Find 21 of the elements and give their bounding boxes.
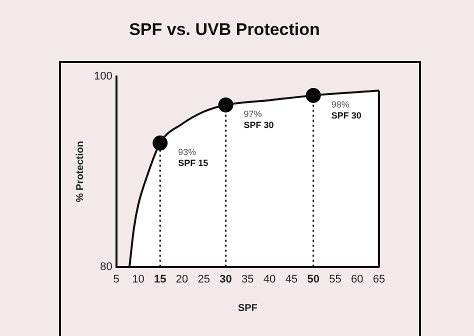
x-tick-label: 55 [329, 273, 342, 286]
x-tick-label: 25 [198, 273, 210, 286]
y-tick-label: 80 [100, 260, 112, 273]
y-tick-label: 100 [94, 70, 112, 82]
x-tick-label: 60 [350, 273, 364, 286]
x-axis-title: SPF [238, 302, 258, 314]
x-tick-label: 40 [263, 273, 276, 286]
x-tick-label: 45 [285, 273, 298, 286]
x-tick-label: 20 [176, 273, 188, 286]
x-tick-label: 50 [307, 273, 320, 286]
annotation: 98% SPF 30 [331, 99, 362, 120]
x-tick-label: 35 [242, 273, 254, 286]
x-tick-label: 5 [113, 273, 120, 286]
y-axis-title: % Protection [74, 141, 86, 202]
x-tick-label: 65 [372, 273, 386, 286]
annotation: 93% SPF 15 [178, 147, 208, 168]
x-tick-label: 10 [132, 273, 144, 286]
x-tick-label: 30 [220, 273, 232, 286]
x-tick-label: 15 [154, 273, 166, 286]
annotation: 97% SPF 30 [244, 108, 274, 130]
chart-title: SPF vs. UVB Protection [129, 20, 320, 39]
